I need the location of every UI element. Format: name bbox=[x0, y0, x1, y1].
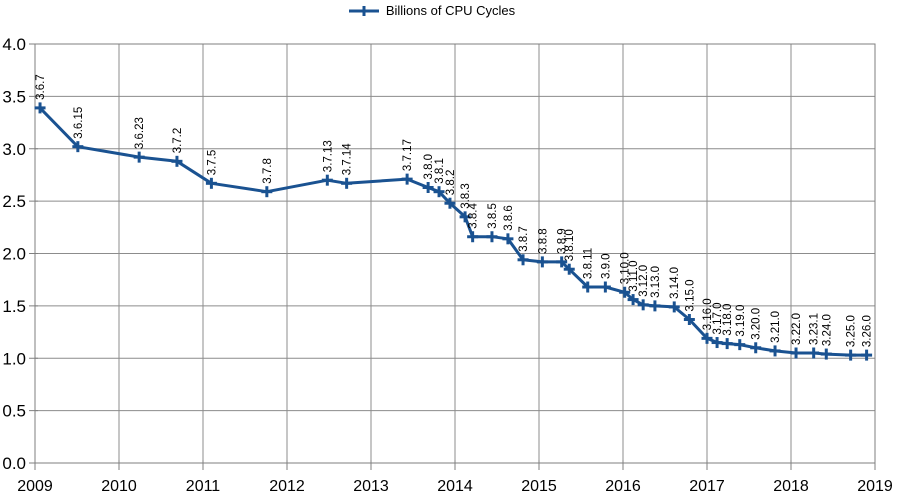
point-label: 3.7.8 bbox=[262, 158, 274, 184]
point-label: 3.8.1 bbox=[434, 158, 446, 184]
point-label: 3.6.15 bbox=[73, 107, 85, 139]
x-axis-tick-label: 2009 bbox=[17, 478, 53, 495]
point-label: 3.6.7 bbox=[35, 74, 47, 100]
point-label: 3.15.0 bbox=[684, 280, 696, 312]
point-label: 3.7.14 bbox=[342, 143, 354, 176]
x-axis-tick-label: 2017 bbox=[689, 478, 725, 495]
point-label: 3.6.23 bbox=[134, 117, 146, 149]
point-label: 3.23.1 bbox=[809, 313, 821, 345]
x-axis-tick-label: 2019 bbox=[857, 478, 893, 495]
x-axis-tick-label: 2010 bbox=[101, 478, 137, 495]
point-label: 3.7.2 bbox=[172, 128, 184, 154]
point-label: 3.16.0 bbox=[702, 298, 714, 330]
point-label: 3.21.0 bbox=[770, 311, 782, 343]
point-label: 3.7.5 bbox=[206, 150, 218, 176]
x-axis-tick-label: 2014 bbox=[437, 478, 473, 495]
point-label: 3.13.0 bbox=[650, 266, 662, 298]
point-label: 3.8.4 bbox=[468, 203, 480, 229]
point-label: 3.8.7 bbox=[518, 226, 530, 252]
point-label: 3.8.3 bbox=[460, 183, 472, 209]
y-axis-tick-label: 0.5 bbox=[2, 402, 26, 421]
point-label: 3.8.9 bbox=[557, 228, 569, 254]
y-axis-tick-label: 2.5 bbox=[2, 192, 26, 211]
point-label: 3.12.0 bbox=[638, 265, 650, 297]
y-axis-tick-label: 2.0 bbox=[2, 245, 26, 264]
y-axis-tick-label: 0.0 bbox=[2, 454, 26, 473]
point-label: 3.19.0 bbox=[735, 305, 747, 337]
x-axis-tick-label: 2016 bbox=[605, 478, 641, 495]
point-label: 3.8.8 bbox=[537, 228, 549, 254]
y-axis-tick-label: 4.0 bbox=[2, 35, 26, 54]
x-axis-tick-label: 2018 bbox=[773, 478, 809, 495]
y-axis-tick-label: 3.0 bbox=[2, 140, 26, 159]
point-label: 3.11.0 bbox=[628, 260, 640, 291]
point-label: 3.7.17 bbox=[402, 139, 414, 171]
point-label: 3.26.0 bbox=[862, 315, 874, 347]
point-label: 3.22.0 bbox=[791, 313, 803, 345]
x-axis-tick-label: 2011 bbox=[186, 478, 221, 495]
point-label: 3.25.0 bbox=[846, 315, 858, 347]
point-label: 3.7.13 bbox=[322, 140, 334, 172]
point-label: 3.24.0 bbox=[821, 314, 833, 346]
point-label: 3.9.0 bbox=[600, 253, 612, 279]
y-axis-tick-label: 3.5 bbox=[2, 87, 26, 106]
point-label: 3.8.5 bbox=[487, 203, 499, 229]
point-label: 3.20.0 bbox=[751, 308, 763, 340]
point-label: 3.10.0 bbox=[620, 252, 632, 284]
x-axis-tick-label: 2013 bbox=[353, 478, 389, 495]
y-axis-tick-label: 1.5 bbox=[2, 297, 26, 316]
point-label: 3.18.0 bbox=[722, 304, 734, 336]
point-label: 3.8.6 bbox=[503, 205, 515, 231]
point-label: 3.8.0 bbox=[423, 154, 435, 180]
x-axis-tick-label: 2015 bbox=[521, 478, 557, 495]
point-label: 3.8.11 bbox=[583, 248, 595, 279]
point-label: 3.17.0 bbox=[712, 303, 724, 335]
point-label: 3.8.10 bbox=[564, 229, 576, 261]
point-label: 3.8.2 bbox=[445, 170, 457, 196]
y-axis-tick-label: 1.0 bbox=[2, 349, 26, 368]
point-label: 3.14.0 bbox=[669, 267, 681, 299]
x-axis-tick-label: 2012 bbox=[269, 478, 305, 495]
